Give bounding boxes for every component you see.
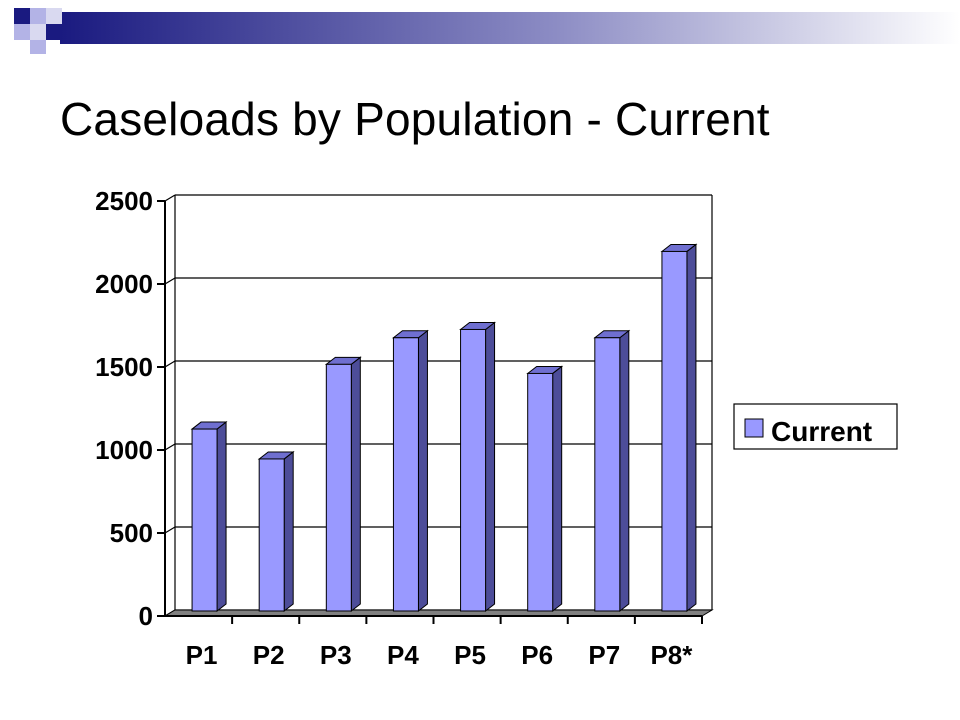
y-tick-label: 0 (139, 601, 153, 631)
bar-side (216, 421, 227, 613)
x-category-label: P2 (253, 640, 285, 670)
bar-p2 (257, 450, 295, 613)
x-category-label: P8* (650, 640, 693, 670)
deco-square-light (14, 24, 30, 40)
gridline-depth (164, 443, 176, 451)
deco-square-pale (46, 8, 62, 24)
x-category-label: P5 (454, 640, 486, 670)
deco-square-pale (30, 24, 46, 40)
bar-front (460, 328, 487, 612)
bar-side (283, 450, 294, 613)
y-tick-label: 500 (110, 518, 153, 548)
bar-side (350, 356, 361, 613)
gridline-depth (164, 194, 176, 202)
bar-side (619, 329, 630, 613)
bar-p1 (190, 421, 228, 613)
bar-front (594, 337, 621, 612)
legend-swatch (744, 418, 764, 438)
gridline-depth (164, 277, 176, 285)
bars-layer (190, 243, 698, 613)
y-tick-label: 1000 (95, 435, 153, 465)
title-decoration-bar (14, 8, 960, 54)
bar-p4 (391, 329, 429, 613)
bar-front (258, 458, 285, 612)
deco-square-navy (46, 24, 62, 40)
bar-p5 (459, 321, 497, 613)
x-category-label: P7 (588, 640, 620, 670)
deco-square-navy (14, 8, 30, 24)
x-category-label: P4 (387, 640, 419, 670)
legend-label: Current (771, 416, 872, 447)
y-tick-label: 2500 (95, 186, 153, 216)
x-category-label: P6 (521, 640, 553, 670)
deco-square-light (30, 40, 46, 54)
gradient-band (60, 12, 960, 44)
bar-side (552, 365, 563, 613)
grid-layer (164, 194, 713, 617)
bar-front (527, 372, 554, 612)
bar-side (417, 329, 428, 613)
bar-side (485, 321, 496, 613)
gridline-depth (164, 360, 176, 368)
bar-p7 (593, 329, 631, 613)
gridline-depth (164, 526, 176, 534)
chart-legend: Current (733, 403, 898, 450)
bar-side (686, 243, 697, 613)
bar-front (392, 337, 419, 612)
bar-p6 (526, 365, 564, 613)
bar-front (191, 428, 218, 612)
x-category-label: P1 (186, 640, 218, 670)
deco-square-light (30, 8, 46, 24)
slide-title: Caseloads by Population - Current (60, 93, 770, 145)
x-axis-categories: P1 P2 P3 P4 P5 P6 P7 P8* (186, 616, 703, 670)
y-tick-label: 1500 (95, 352, 153, 382)
bar-p8-star (660, 243, 698, 613)
y-tick-label: 2000 (95, 269, 153, 299)
bar-front (325, 363, 352, 612)
y-axis-ticks: 0 500 1000 1500 2000 2500 (95, 186, 165, 631)
chart-floor (163, 609, 714, 617)
bar-p3 (324, 356, 362, 613)
x-category-label: P3 (320, 640, 352, 670)
bar-front (661, 250, 688, 612)
